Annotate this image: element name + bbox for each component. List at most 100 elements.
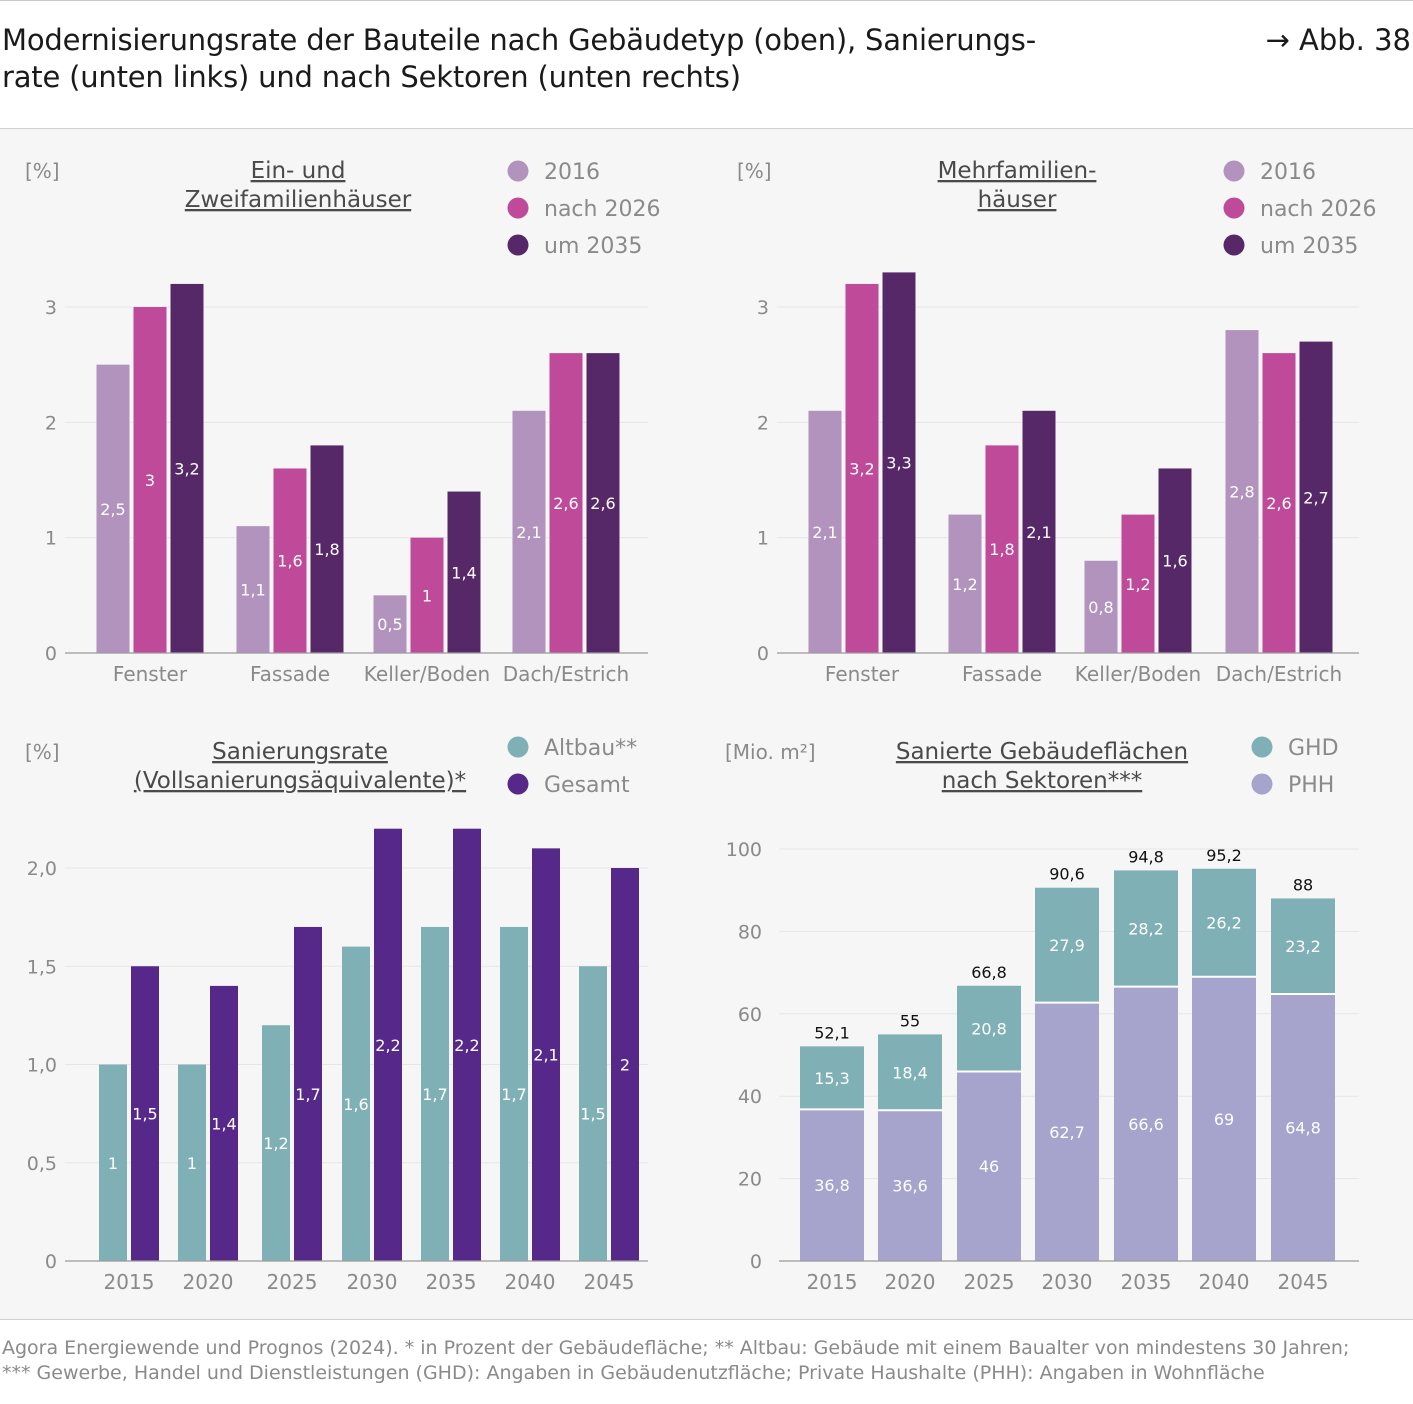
bar-um-2035-fenster	[882, 272, 916, 653]
y-tick-label: 0	[757, 643, 769, 665]
bar-value-label: 1,4	[451, 563, 476, 582]
bar-ghd-2040	[1192, 868, 1256, 977]
bar-phh-2040	[1192, 976, 1256, 1261]
chart-title-line: nach Sektoren***	[942, 768, 1143, 794]
y-tick-label: 1	[757, 528, 769, 550]
bar-value-label: 36,8	[814, 1176, 850, 1195]
bar-value-label: 1,8	[989, 540, 1014, 559]
bar-value-label: 1,7	[501, 1085, 526, 1104]
legend-label-gesamt: Gesamt	[544, 773, 630, 798]
bar-2016-keller-boden	[373, 595, 407, 653]
x-category-label: 2030	[1042, 1270, 1093, 1294]
bar-phh-2015	[800, 1109, 864, 1261]
bar-gesamt-2035	[453, 828, 481, 1261]
bar-value-label: 1,5	[580, 1105, 605, 1124]
chart-title-line: (Vollsanierungsäquivalente)*	[134, 768, 466, 794]
bar-value-label: 2,7	[1303, 488, 1328, 507]
bar-value-label: 1,7	[295, 1085, 320, 1104]
bar-altbau-2025	[262, 1025, 290, 1261]
y-tick-label: 1,5	[27, 956, 57, 978]
y-tick-label: 0	[45, 1251, 57, 1273]
x-category-label: Fassade	[250, 662, 330, 686]
bar-phh-2035	[1114, 986, 1178, 1261]
x-category-label: 2020	[885, 1270, 936, 1294]
bar-value-label: 3	[145, 471, 155, 490]
figure-reference: → Abb. 38	[1265, 23, 1411, 57]
y-unit-label: [%]	[737, 159, 772, 183]
legend-label-um-2035: um 2035	[544, 234, 642, 259]
x-category-label: 2025	[964, 1270, 1015, 1294]
bar-gesamt-2030	[374, 828, 402, 1261]
y-tick-label: 3	[45, 297, 57, 319]
y-tick-label: 80	[738, 921, 762, 943]
legend-swatch-nach-2026	[1223, 197, 1245, 219]
bar-gesamt-2015	[131, 966, 159, 1261]
bar-value-label: 36,6	[892, 1177, 928, 1196]
bar-value-label: 2,6	[590, 494, 615, 513]
legend-label-ghd: GHD	[1288, 736, 1339, 761]
bar-total-label: 55	[900, 1011, 920, 1030]
bar-nach-2026-fassade	[985, 445, 1019, 653]
x-category-label: Fenster	[113, 662, 188, 686]
bar-um-2035-fassade	[310, 445, 344, 653]
legend-label-2016: 2016	[1260, 160, 1316, 185]
bar-value-label: 2,2	[454, 1036, 479, 1055]
bar-phh-2045	[1271, 994, 1335, 1261]
figure-title: Modernisierungsrate der Bauteile nach Ge…	[2, 22, 1182, 96]
bar-value-label: 2,2	[375, 1036, 400, 1055]
x-category-label: 2015	[807, 1270, 858, 1294]
bar-altbau-2030	[342, 946, 370, 1261]
bar-value-label: 2	[620, 1056, 630, 1075]
chart-title-line: Ein- und	[251, 158, 346, 184]
bar-value-label: 0,8	[1088, 598, 1113, 617]
bar-value-label: 18,4	[892, 1063, 928, 1082]
x-category-label: 2035	[426, 1270, 477, 1294]
bar-um-2035-fenster	[170, 283, 204, 653]
bar-nach-2026-keller-boden	[1121, 514, 1155, 653]
bar-total-label: 88	[1293, 875, 1313, 894]
y-tick-label: 2	[757, 412, 769, 434]
chart-title-line: Zweifamilienhäuser	[185, 187, 412, 213]
y-tick-label: 2,0	[27, 858, 57, 880]
bar-value-label: 1	[108, 1154, 118, 1173]
bar-value-label: 2,5	[100, 500, 125, 519]
legend-swatch-2016	[1223, 160, 1245, 182]
source-footnote: Agora Energiewende und Prognos (2024). *…	[2, 1336, 1402, 1386]
bar-um-2035-keller-boden	[447, 491, 481, 653]
bar-value-label: 1,7	[422, 1085, 447, 1104]
bar-value-label: 1,2	[1125, 575, 1150, 594]
x-category-label: 2040	[505, 1270, 556, 1294]
bar-um-2035-keller-boden	[1158, 468, 1192, 653]
bar-total-label: 90,6	[1049, 865, 1085, 884]
x-category-label: Fassade	[962, 662, 1042, 686]
bar-value-label: 1	[187, 1154, 197, 1173]
bar-value-label: 2,1	[516, 523, 541, 542]
bar-value-label: 26,2	[1206, 914, 1242, 933]
bar-value-label: 15,3	[814, 1069, 850, 1088]
y-tick-label: 0,5	[27, 1153, 57, 1175]
bar-value-label: 64,8	[1285, 1119, 1321, 1138]
x-category-label: Fenster	[825, 662, 900, 686]
bar-2016-fassade	[948, 514, 982, 653]
y-tick-label: 40	[738, 1086, 762, 1108]
footnote-line-2: *** Gewerbe, Handel und Dienstleistungen…	[2, 1362, 1265, 1384]
bar-nach-2026-dach-estrich	[1262, 353, 1296, 653]
y-unit-label: [Mio. m²]	[725, 740, 816, 764]
y-tick-label: 20	[738, 1169, 762, 1191]
legend-label-phh: PHH	[1288, 773, 1334, 798]
bar-ghd-2030	[1035, 887, 1099, 1003]
bar-value-label: 20,8	[971, 1020, 1007, 1039]
bar-ghd-2015	[800, 1046, 864, 1110]
legend-label-2016: 2016	[544, 160, 600, 185]
chart-sanierungsrate: [%] Sanierungsrate (Vollsanierungsäquivale…	[25, 736, 648, 1294]
bar-phh-2025	[957, 1071, 1021, 1261]
x-category-label: Keller/Boden	[1075, 662, 1201, 686]
legend-swatch-altbau	[507, 736, 529, 758]
chart-title-line: Mehrfamilien-	[938, 158, 1097, 184]
y-tick-label: 60	[738, 1004, 762, 1026]
legend-label-nach-2026: nach 2026	[544, 197, 660, 222]
bar-phh-2030	[1035, 1002, 1099, 1261]
y-tick-label: 1,0	[27, 1055, 57, 1077]
x-category-label: 2020	[183, 1270, 234, 1294]
